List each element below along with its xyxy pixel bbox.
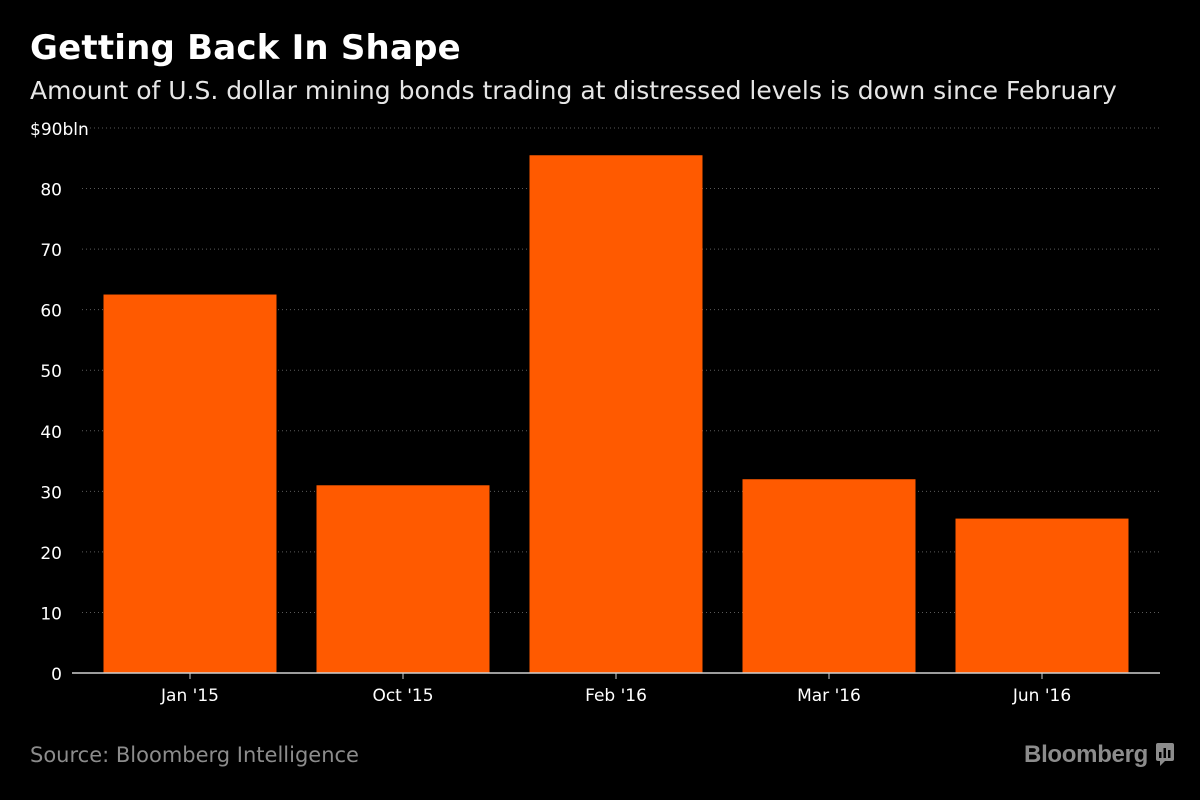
y-tick-label: 70 <box>40 241 62 261</box>
y-tick-label: 40 <box>40 423 62 443</box>
x-tick-labels: Jan '15 Oct '15 Feb '16 Mar '16 Jun '16 <box>160 686 1071 706</box>
source-note: Source: Bloomberg Intelligence <box>30 743 359 767</box>
chart-subtitle: Amount of U.S. dollar mining bonds tradi… <box>30 76 1117 105</box>
brand-name: Bloomberg <box>1024 741 1148 768</box>
y-tick-labels: 0 10 20 30 40 50 60 70 80 $90bln <box>30 120 89 685</box>
bar <box>955 518 1129 673</box>
bloomberg-terminal-icon <box>1156 743 1174 766</box>
x-tick-label: Jan '15 <box>160 686 219 706</box>
bar <box>103 294 277 673</box>
brand-logo: Bloomberg <box>1024 741 1174 769</box>
bar <box>529 155 703 673</box>
x-tick-label: Mar '16 <box>797 686 861 706</box>
y-tick-label: 10 <box>40 604 62 624</box>
y-tick-label: 0 <box>51 665 62 685</box>
axes <box>72 672 1160 679</box>
x-tick-label: Jun '16 <box>1012 686 1071 706</box>
x-tick-label: Oct '15 <box>372 686 433 706</box>
bars <box>103 155 1129 673</box>
y-tick-label: 20 <box>40 544 62 564</box>
y-tick-label: 30 <box>40 483 62 503</box>
y-tick-label: $90bln <box>30 120 89 140</box>
y-tick-label: 50 <box>40 362 62 382</box>
bar <box>316 485 490 673</box>
x-tick-label: Feb '16 <box>585 686 647 706</box>
y-tick-label: 60 <box>40 302 62 322</box>
y-tick-label: 80 <box>40 181 62 201</box>
bar <box>742 479 916 673</box>
chart-title: Getting Back In Shape <box>30 28 461 68</box>
